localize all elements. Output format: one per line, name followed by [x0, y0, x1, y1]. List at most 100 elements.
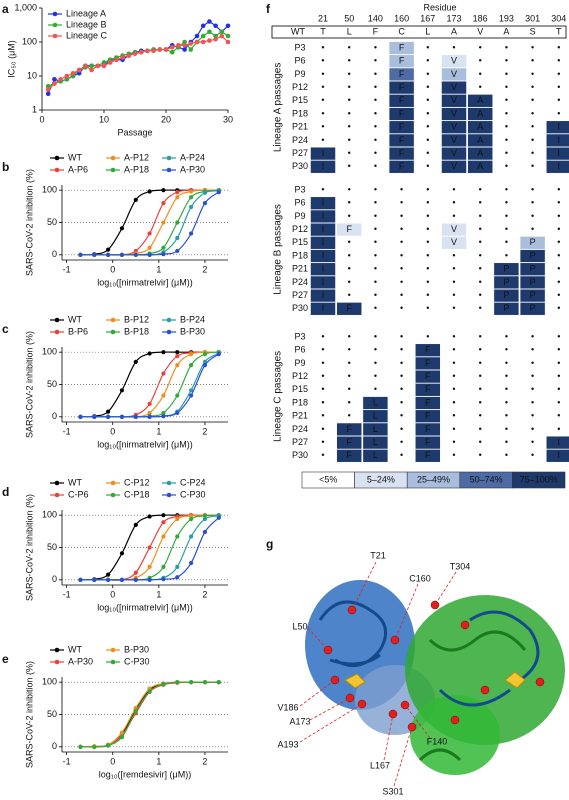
residue-cell: •: [557, 69, 560, 79]
frequency-cell: [336, 435, 362, 450]
row-label: P27: [292, 148, 308, 158]
residue-cell: •: [374, 384, 377, 394]
legend-label: B-P30: [180, 326, 205, 336]
panel-label: c: [2, 322, 9, 336]
residue-cell: V: [451, 82, 457, 92]
legend-marker: [54, 492, 60, 498]
data-point: [147, 351, 152, 356]
residue-cell: •: [348, 397, 351, 407]
row-label: P3: [294, 42, 305, 52]
data-point: [106, 743, 111, 748]
data-point: [70, 71, 76, 76]
residue-cell: •: [348, 345, 351, 355]
residue-cell: •: [374, 224, 377, 234]
residue-label: L167: [370, 760, 390, 770]
data-point: [175, 393, 180, 398]
residue-cell: •: [426, 290, 429, 300]
legend-label: C-P18: [124, 489, 150, 499]
data-point: [92, 577, 97, 582]
data-point: [114, 57, 119, 63]
data-point: [175, 680, 180, 685]
legend-label: B-P24: [180, 314, 205, 324]
residue-cell: •: [348, 277, 351, 287]
residue-cell: •: [505, 237, 508, 247]
frequency-cell: [415, 449, 441, 463]
residue-cell: •: [321, 82, 324, 92]
data-point: [119, 551, 125, 556]
data-point: [78, 252, 83, 257]
column-label: 167: [420, 13, 435, 23]
data-point: [207, 38, 212, 43]
residue-cell: •: [321, 95, 324, 105]
residue-cell: •: [531, 42, 534, 52]
legend-marker: [110, 647, 116, 653]
residue-cell: •: [452, 397, 455, 407]
y-tick-label: 0: [52, 249, 57, 259]
residue-cell: •: [374, 148, 377, 158]
residue-cell: F: [346, 424, 352, 434]
residue-cell: P: [530, 264, 536, 274]
residue-cell: A: [477, 135, 483, 145]
legend-marker: [110, 317, 116, 323]
frequency-cell: [388, 133, 415, 148]
residue-cell: •: [505, 331, 508, 341]
row-label: P30: [292, 450, 308, 460]
column-label: 21: [318, 13, 328, 23]
residue-cell: •: [348, 211, 351, 221]
data-point: [161, 564, 166, 569]
residue-label: L50: [292, 621, 307, 631]
residue-cell: •: [452, 277, 455, 287]
legend-marker: [166, 167, 172, 173]
row-label: P9: [294, 211, 305, 221]
residue-label: F140: [427, 736, 448, 746]
data-point: [182, 47, 187, 52]
residue-cell: •: [531, 184, 534, 194]
residue-cell: I: [322, 264, 325, 274]
residue-cell: V: [451, 148, 457, 158]
data-point: [202, 680, 208, 685]
x-axis-label: log₁₀([nirmatrelvir] (μM)): [97, 277, 192, 287]
panel-label: e: [2, 652, 9, 666]
panel-label: d: [2, 485, 9, 499]
wt-residue: S: [530, 26, 536, 36]
data-point: [189, 352, 194, 357]
residue-cell: •: [321, 371, 324, 381]
data-point: [161, 371, 166, 376]
legend-swatch: [512, 471, 566, 489]
legend-marker: [52, 33, 58, 39]
residue-cell: V: [451, 161, 457, 171]
residue-cell: •: [557, 303, 560, 313]
frequency-cell: [336, 449, 362, 463]
data-point: [189, 516, 194, 522]
legend-marker: [166, 317, 172, 323]
residue-cell: I: [322, 250, 325, 260]
frequency-cell: [310, 288, 336, 303]
residue-cell: L: [373, 437, 378, 447]
residue-cell: •: [374, 69, 377, 79]
residue-cell: •: [374, 56, 377, 66]
data-point: [45, 83, 51, 89]
residue-cell: •: [479, 345, 482, 355]
data-point: [161, 410, 166, 416]
residue-cell: •: [426, 69, 429, 79]
residue-label: A173: [289, 716, 310, 726]
residue-cell: F: [425, 450, 431, 460]
data-point: [188, 41, 194, 46]
frequency-cell: [519, 275, 546, 290]
x-tick-label: 10: [99, 114, 109, 124]
data-point: [147, 577, 152, 582]
legend-marker: [52, 11, 58, 17]
residue-cell: •: [505, 82, 508, 92]
panel-label: f: [266, 2, 271, 16]
residue-cell: •: [374, 108, 377, 118]
residue-cell: •: [531, 95, 534, 105]
data-point: [194, 39, 200, 45]
residue-cell: •: [426, 95, 429, 105]
residue-cell: •: [374, 358, 377, 368]
residue-cell: •: [426, 135, 429, 145]
residue-cell: I: [558, 122, 561, 132]
frequency-cell: [467, 146, 493, 161]
residue-cell: •: [505, 69, 508, 79]
x-axis-label: log₁₀([nirmatrelvir] (μM)): [97, 439, 192, 449]
data-point: [120, 55, 125, 60]
